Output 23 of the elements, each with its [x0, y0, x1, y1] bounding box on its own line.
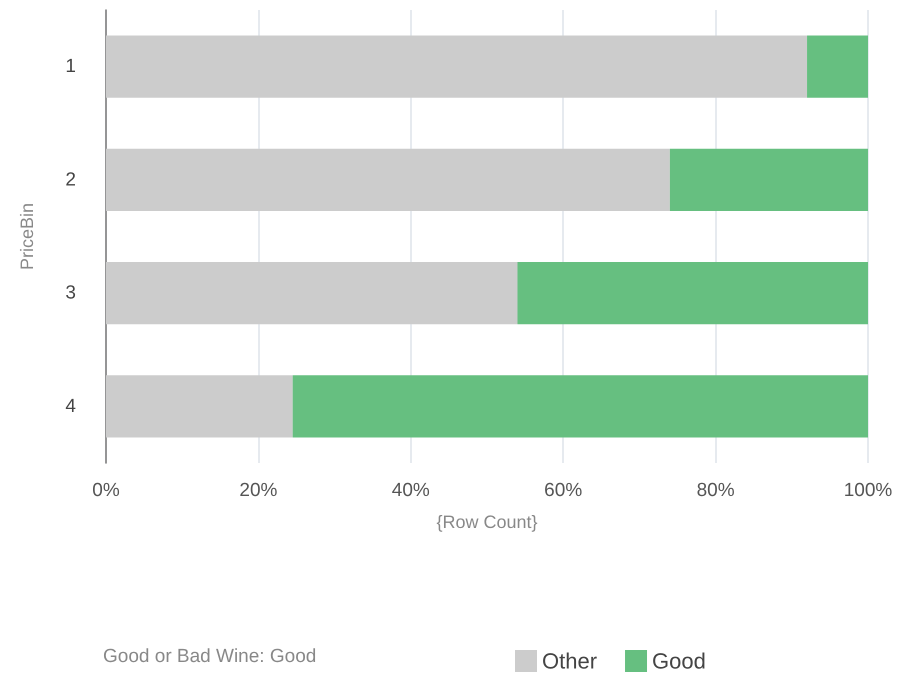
x-tick-label: 60% — [544, 480, 582, 501]
y-tick-label: 3 — [65, 282, 76, 304]
bar — [670, 148, 868, 212]
y-tick-label: 2 — [65, 169, 76, 190]
x-tick-label: 0% — [92, 480, 120, 501]
x-tick-label: 80% — [696, 480, 735, 501]
bar — [807, 35, 868, 98]
bar — [517, 262, 868, 324]
x-tick-label: 100% — [844, 480, 892, 501]
bar — [106, 35, 808, 98]
legend-title: Good or Bad Wine: Good — [103, 646, 316, 667]
bar — [106, 375, 293, 438]
bar — [292, 375, 868, 438]
bar — [106, 262, 518, 324]
legend-label: Good — [652, 648, 706, 674]
x-tick-label: 40% — [392, 480, 430, 501]
y-axis-title: PriceBin — [17, 202, 37, 270]
x-tick-label: 20% — [239, 480, 278, 501]
x-axis-title: {Row Count} — [436, 512, 538, 532]
bar — [106, 148, 670, 212]
y-tick-label: 4 — [65, 396, 76, 417]
y-tick-label: 1 — [65, 56, 76, 78]
legend-label: Other — [542, 648, 598, 674]
